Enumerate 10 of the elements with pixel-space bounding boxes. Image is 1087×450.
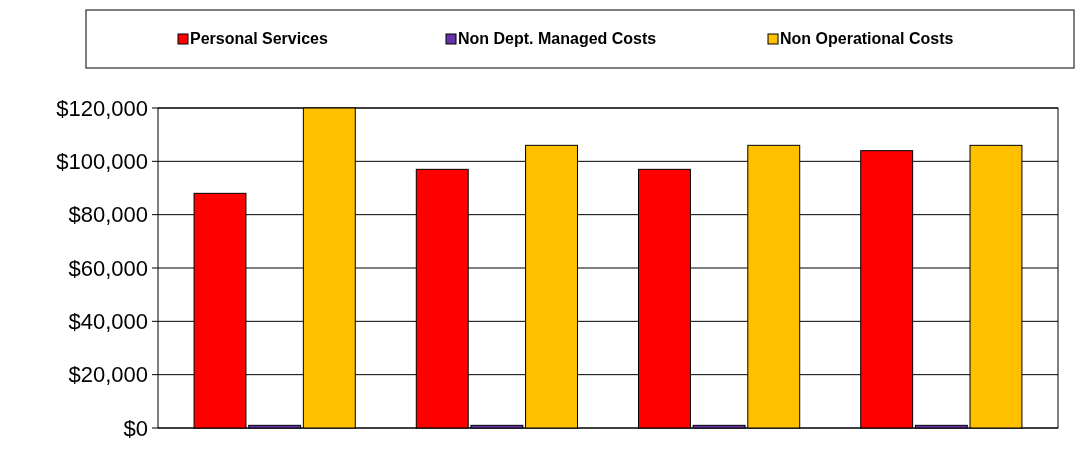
y-tick-label: $80,000 [68,202,148,228]
legend-label: Non Operational Costs [780,30,954,47]
y-tick-label: $0 [123,415,148,441]
y-tick-label: $120,000 [56,95,148,121]
legend-label: Personal Services [190,30,328,47]
legend-label: Non Dept. Managed Costs [458,30,657,47]
y-tick-label: $100,000 [56,149,148,175]
y-tick-label: $60,000 [68,255,148,281]
y-tick-label: $40,000 [68,309,148,335]
y-tick-label: $20,000 [68,362,148,388]
